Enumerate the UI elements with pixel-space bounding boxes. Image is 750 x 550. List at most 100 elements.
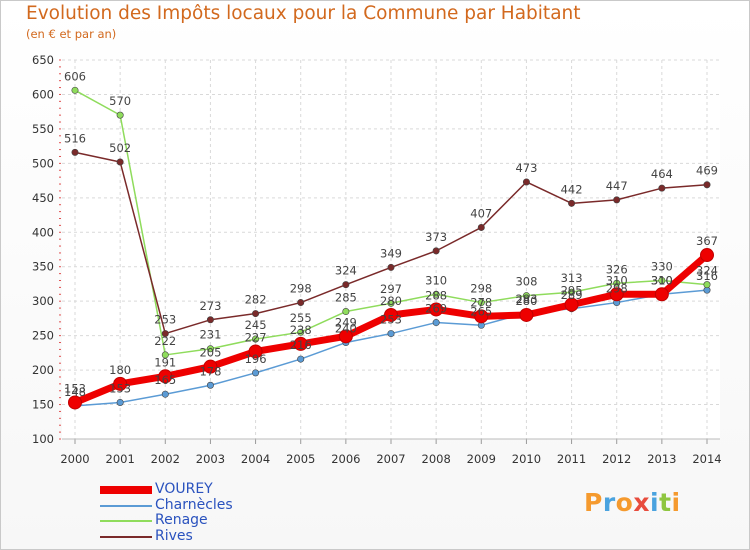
data-point-renage-2013: [658, 277, 666, 285]
x-tick-label-2006: 2006: [331, 452, 360, 466]
data-point-vourey-2013: [654, 287, 669, 302]
data-point-rives-2007: [387, 263, 395, 271]
data-point-vourey-2001: [113, 376, 128, 391]
data-point-vourey-2003: [203, 359, 218, 374]
data-label-charnecles-2012: 298: [606, 282, 628, 296]
legend-swatch-rives: [100, 535, 152, 538]
data-point-renage-2002: [161, 351, 169, 359]
data-point-charnecles-2001: [116, 398, 124, 406]
data-point-vourey-2006: [338, 329, 353, 344]
data-label-renage-2004: 245: [245, 318, 267, 332]
data-label-vourey-2010: 280: [515, 294, 537, 308]
data-label-vourey-2014: 367: [696, 234, 718, 248]
data-point-rives-2006: [342, 281, 350, 289]
data-point-vourey-2000: [68, 395, 82, 410]
legend-label-rives: Rives: [155, 527, 193, 544]
y-tick-label-250: 250: [32, 329, 54, 343]
data-point-vourey-2010: [519, 307, 534, 322]
data-label-renage-2007: 297: [380, 282, 402, 296]
legend-label-renage: Renage: [155, 512, 208, 528]
data-label-rives-2011: 442: [561, 182, 583, 196]
data-label-rives-2009: 407: [470, 206, 492, 220]
x-tick-label-2008: 2008: [422, 452, 451, 466]
y-tick-label-650: 650: [32, 53, 54, 67]
data-point-renage-2001: [116, 111, 124, 119]
data-label-vourey-2002: 191: [154, 355, 176, 369]
data-label-rives-2008: 373: [425, 230, 447, 244]
y-tick-label-150: 150: [32, 398, 54, 412]
data-point-rives-2001: [116, 158, 124, 166]
data-point-vourey-2004: [248, 344, 263, 359]
data-point-renage-2004: [252, 335, 260, 343]
logo-letter: o: [615, 488, 634, 517]
data-label-charnecles-2011: 289: [561, 288, 583, 302]
x-tick-label-2012: 2012: [602, 452, 631, 466]
y-tick-label-200: 200: [32, 363, 54, 377]
data-label-renage-2000: 606: [64, 69, 86, 83]
legend-swatch-renage: [100, 520, 152, 522]
data-label-rives-2010: 473: [515, 161, 537, 175]
y-tick-label-350: 350: [32, 260, 54, 274]
data-label-rives-2003: 273: [199, 299, 221, 313]
x-tick-label-2007: 2007: [376, 452, 405, 466]
data-label-charnecles-2000: 148: [64, 385, 86, 399]
data-label-charnecles-2007: 253: [380, 313, 402, 327]
data-point-vourey-2005: [293, 336, 308, 351]
data-label-renage-2012: 326: [606, 262, 628, 276]
data-label-charnecles-2006: 240: [335, 322, 357, 336]
data-point-renage-2005: [297, 328, 305, 336]
data-label-renage-2008: 310: [425, 273, 447, 287]
data-label-vourey-2001: 180: [109, 363, 131, 377]
y-tick-label-300: 300: [32, 294, 54, 308]
data-label-rives-2014: 469: [696, 164, 718, 178]
data-point-renage-2003: [206, 345, 214, 353]
y-tick-label-500: 500: [32, 156, 54, 170]
x-tick-label-2002: 2002: [151, 452, 180, 466]
x-tick-label-2005: 2005: [286, 452, 315, 466]
data-point-vourey-2011: [564, 297, 579, 312]
data-point-renage-2007: [387, 299, 395, 307]
x-tick-label-2001: 2001: [106, 452, 135, 466]
proxiti-logo: Proxiti: [584, 488, 681, 517]
data-label-rives-2006: 324: [335, 264, 357, 278]
logo-letter: t: [659, 488, 672, 517]
chart-subtitle: (en € et par an): [26, 27, 117, 41]
data-label-charnecles-2009: 265: [470, 304, 492, 318]
data-label-vourey-2008: 288: [425, 288, 447, 302]
data-point-renage-2010: [522, 292, 530, 300]
data-label-vourey-2012: 310: [606, 273, 628, 287]
data-point-rives-2012: [613, 196, 621, 204]
data-label-renage-2001: 570: [109, 94, 131, 108]
data-point-vourey-2012: [609, 287, 624, 302]
data-label-vourey-2009: 278: [470, 295, 492, 309]
x-tick-label-2000: 2000: [60, 452, 89, 466]
y-tick-label-450: 450: [32, 191, 54, 205]
y-tick-label-600: 600: [32, 87, 54, 101]
logo-letter: i: [671, 488, 681, 517]
data-label-vourey-2003: 205: [199, 346, 221, 360]
x-tick-label-2014: 2014: [692, 452, 721, 466]
data-point-rives-2011: [568, 199, 576, 207]
data-point-renage-2000: [71, 86, 79, 94]
data-point-rives-2009: [477, 223, 485, 231]
data-point-charnecles-2003: [206, 381, 214, 389]
data-label-charnecles-2010: 283: [515, 292, 537, 306]
data-label-renage-2010: 308: [515, 275, 537, 289]
y-tick-label-100: 100: [32, 432, 54, 446]
data-point-rives-2005: [297, 299, 305, 307]
legend-label-vourey: VOUREY: [155, 481, 213, 497]
data-point-charnecles-2007: [387, 330, 395, 338]
data-label-rives-2013: 464: [651, 167, 673, 181]
data-label-rives-2004: 282: [245, 293, 267, 307]
data-point-vourey-2009: [474, 309, 489, 324]
legend-label-charnecles: Charnècles: [155, 496, 233, 513]
data-point-renage-2011: [568, 288, 576, 296]
data-label-renage-2014: 324: [696, 264, 718, 278]
y-tick-label-400: 400: [32, 225, 54, 239]
data-point-rives-2004: [252, 310, 260, 318]
data-label-charnecles-2001: 153: [109, 381, 131, 395]
data-point-renage-2012: [613, 279, 621, 287]
data-label-renage-2005: 255: [290, 311, 312, 325]
data-label-rives-2007: 349: [380, 246, 402, 260]
